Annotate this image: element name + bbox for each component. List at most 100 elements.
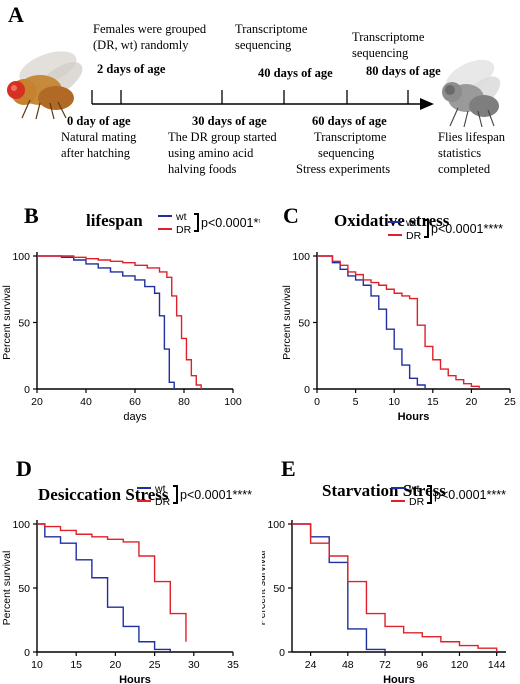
y-tick-label: 50 <box>273 583 285 595</box>
legend-label-dr: DR <box>176 224 192 236</box>
y-tick-label: 0 <box>304 384 310 396</box>
legend-label-wt: wt <box>405 217 417 229</box>
y-tick-label: 100 <box>12 519 30 531</box>
x-tick-label: 60 <box>129 396 141 408</box>
significance-bracket <box>173 485 178 504</box>
x-tick-label: 5 <box>353 396 359 408</box>
x-tick-label: 25 <box>504 396 516 408</box>
chart-desiccation-stress: Desiccation Stress 0 50 100 10 15 20 25 30 35 Hour… <box>1 483 252 684</box>
timeline-label-grouped-1: Females were grouped <box>93 22 207 36</box>
x-tick-label: 25 <box>149 659 161 671</box>
timeline-label-seq3-3: Stress experiments <box>296 162 391 176</box>
x-tick-label: 24 <box>305 659 317 671</box>
timeline-label-final-1: Flies lifespan <box>438 130 506 144</box>
significance-bracket <box>194 213 199 232</box>
timeline-label-final-2: statistics <box>438 146 482 160</box>
y-tick-label: 0 <box>24 647 30 659</box>
timeline-label-seq2-2: sequencing <box>352 46 409 60</box>
timeline-label-seq2-1: Transcriptome <box>352 30 425 44</box>
p-value-label: p<0.0001**** <box>201 216 260 230</box>
panel-letter-b: B <box>24 203 39 228</box>
chart-title: Oxidative stress <box>334 211 450 230</box>
y-tick-label: 100 <box>292 251 310 263</box>
legend-label-dr: DR <box>409 496 425 508</box>
x-tick-label: 96 <box>416 659 428 671</box>
y-tick-label: 50 <box>298 318 310 330</box>
panel-letter-e: E <box>281 456 296 481</box>
x-tick-label: 35 <box>227 659 239 671</box>
timeline-label-day60: 60 days of age <box>312 114 387 128</box>
significance-bracket <box>424 219 429 238</box>
timeline-label-dr-2: using amino acid <box>168 146 254 160</box>
chart-oxidative-stress: Oxidative stress 0 50 100 0 5 10 15 20 25 Hours Per… <box>281 211 516 423</box>
timeline-label-day0: 0 day of age <box>67 114 131 128</box>
legend-label-wt: wt <box>175 211 187 223</box>
panel-letter-c: C <box>283 203 299 228</box>
p-value-label: p<0.0001**** <box>434 488 506 502</box>
x-axis-label: Hours <box>398 411 430 423</box>
timeline-label-dr-1: The DR group started <box>168 130 277 144</box>
y-tick-label: 0 <box>279 647 285 659</box>
y-tick-label: 100 <box>267 519 285 531</box>
chart-starvation-stress: Starvation Stress 0 50 100 24 48 72 96 120 144 Hou… <box>262 481 506 684</box>
series-line-dr <box>317 255 480 389</box>
y-axis-label: Percent survival <box>262 551 268 626</box>
timeline-label-day40: 40 days of age <box>258 66 333 80</box>
p-value-label: p<0.0001**** <box>180 488 252 502</box>
x-tick-label: 15 <box>427 396 439 408</box>
fly-image-grey <box>442 59 501 128</box>
timeline-label-seq1-1: Transcriptome <box>235 22 308 36</box>
series-line-wt <box>37 523 171 652</box>
chart-title: Desiccation Stress <box>38 485 169 504</box>
timeline-label-grouped-2: (DR, wt) randomly <box>93 38 189 52</box>
chart-lifespan: lifespan 0 50 100 20 40 60 80 100 days Percent sur… <box>1 211 260 423</box>
timeline-label-seq1-2: sequencing <box>235 38 292 52</box>
x-tick-label: 20 <box>110 659 122 671</box>
y-axis-label: Percent survival <box>1 551 13 626</box>
x-tick-label: 40 <box>80 396 92 408</box>
series-line-dr <box>292 523 498 652</box>
x-tick-label: 10 <box>388 396 400 408</box>
series-line-wt <box>37 255 175 389</box>
timeline-label-seq3-1: Transcriptome <box>314 130 387 144</box>
legend-label-wt: wt <box>408 483 420 495</box>
x-tick-label: 144 <box>488 659 506 671</box>
timeline-label-final-3: completed <box>438 162 491 176</box>
timeline-label-day2: 2 days of age <box>97 62 166 76</box>
timeline-axis <box>91 90 434 110</box>
timeline-label-mating-1: Natural mating <box>61 130 137 144</box>
x-tick-label: 20 <box>466 396 478 408</box>
chart-title: Starvation Stress <box>322 481 446 500</box>
x-tick-label: 80 <box>178 396 190 408</box>
series-line-dr <box>37 255 202 389</box>
x-tick-label: 20 <box>31 396 43 408</box>
series-line-wt <box>317 255 426 389</box>
timeline-label-day80: 80 days of age <box>366 64 441 78</box>
y-axis-label: Percent survival <box>281 285 293 360</box>
x-tick-label: 100 <box>224 396 242 408</box>
timeline-label-dr-3: halving foods <box>168 162 237 176</box>
timeline-label-seq3-2: sequencing <box>318 146 375 160</box>
timeline-label-mating-2: after hatching <box>61 146 131 160</box>
y-tick-label: 50 <box>18 583 30 595</box>
significance-bracket <box>427 485 432 504</box>
series-line-dr <box>37 523 187 642</box>
legend-label-dr: DR <box>155 496 171 508</box>
x-tick-label: 30 <box>188 659 200 671</box>
x-tick-label: 72 <box>379 659 391 671</box>
series-line-wt <box>292 523 386 652</box>
panel-letter-a: A <box>8 2 24 27</box>
x-axis-label: Hours <box>119 674 151 684</box>
y-tick-label: 0 <box>24 384 30 396</box>
chart-title: lifespan <box>86 211 143 230</box>
x-tick-label: 15 <box>70 659 82 671</box>
x-tick-label: 10 <box>31 659 43 671</box>
timeline-label-day30: 30 days of age <box>192 114 267 128</box>
legend-label-wt: wt <box>154 483 166 495</box>
y-axis-label: Percent survival <box>1 285 13 360</box>
x-tick-label: 120 <box>451 659 469 671</box>
x-axis-label: Hours <box>383 674 415 684</box>
y-tick-label: 100 <box>12 251 30 263</box>
p-value-label: p<0.0001**** <box>431 222 503 236</box>
x-tick-label: 48 <box>342 659 354 671</box>
